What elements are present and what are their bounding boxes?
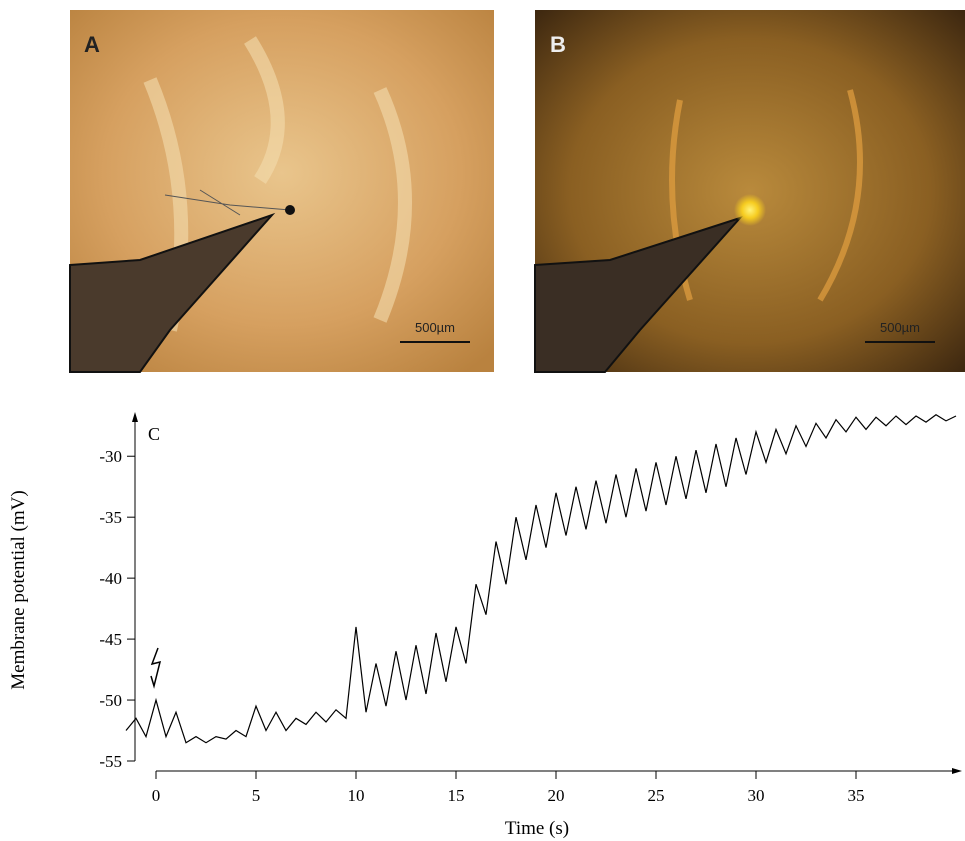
panel-label: B [550, 32, 566, 57]
trace [125, 414, 957, 744]
y-tick-label: -45 [99, 630, 122, 649]
panel-label: A [84, 32, 100, 57]
x-axis-title: Time (s) [505, 818, 569, 839]
x-tick-label: 10 [348, 786, 365, 805]
axis-arrow [952, 768, 962, 774]
x-tick-label: 30 [748, 786, 765, 805]
x-tick-label: 20 [548, 786, 565, 805]
panel-label: C [148, 424, 160, 444]
y-tick-label: -40 [99, 569, 122, 588]
scale-bar-label: 500µm [880, 320, 920, 335]
stimulus-marker [150, 647, 162, 689]
x-tick-label: 15 [448, 786, 465, 805]
x-tick-label: 35 [848, 786, 865, 805]
x-tick-label: 0 [152, 786, 161, 805]
y-tick-label: -35 [99, 508, 122, 527]
photo-b [534, 10, 965, 373]
x-tick-label: 25 [648, 786, 665, 805]
photo-a [69, 10, 494, 373]
y-tick-label: -30 [99, 447, 122, 466]
y-axis-title: Membrane potential (mV) [8, 490, 29, 689]
x-tick-label: 5 [252, 786, 261, 805]
y-tick-label: -50 [99, 691, 122, 710]
y-tick-label: -55 [99, 752, 122, 771]
axis-arrow [132, 412, 138, 422]
scale-bar-label: 500µm [415, 320, 455, 335]
